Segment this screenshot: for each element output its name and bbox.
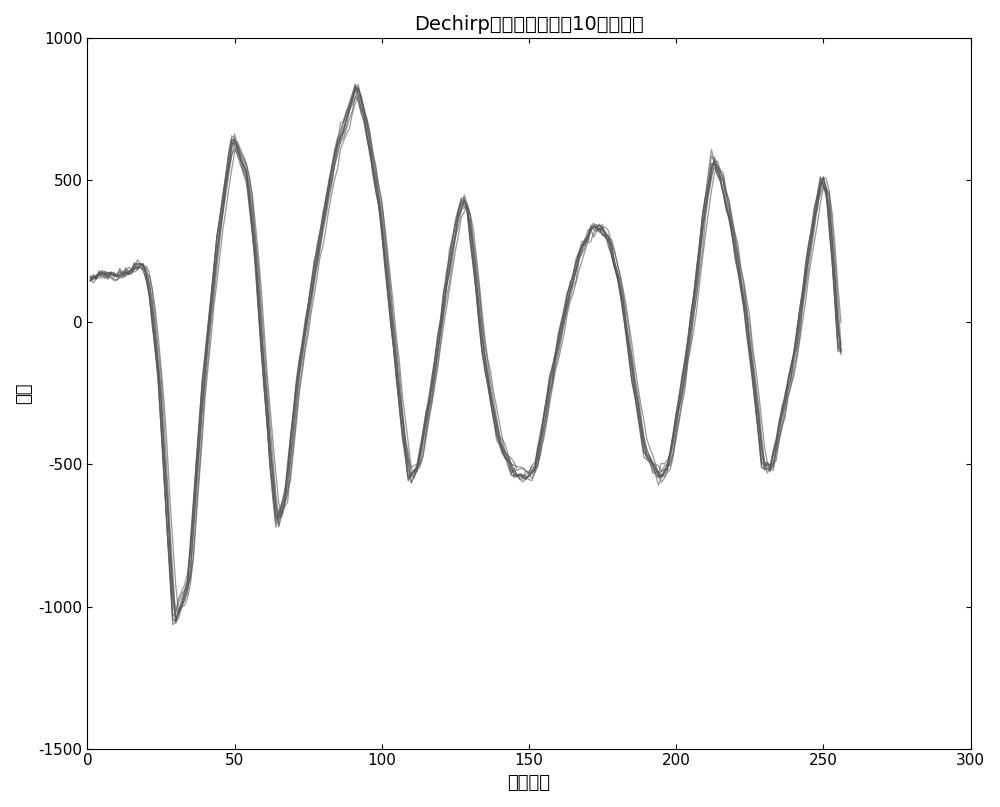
X-axis label: 采样点数: 采样点数 [507,774,550,792]
Y-axis label: 幅値: 幅値 [15,383,33,404]
Title: Dechirp后的中频信号（10个脉冲）: Dechirp后的中频信号（10个脉冲） [414,15,644,34]
